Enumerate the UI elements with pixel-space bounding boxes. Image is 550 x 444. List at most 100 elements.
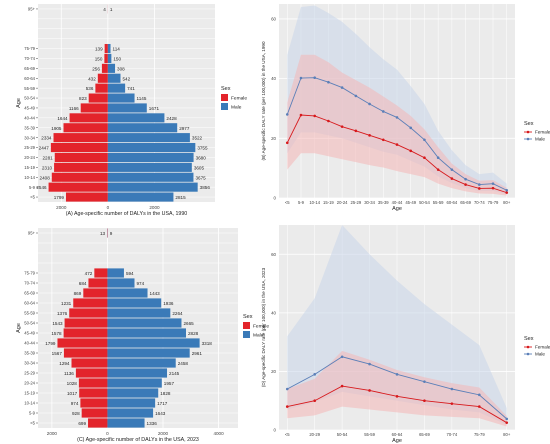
data-point-female — [381, 138, 385, 142]
data-point-female — [505, 421, 509, 424]
y-tick-label: 95+ — [28, 231, 36, 236]
bar-female — [57, 338, 108, 348]
bar-female — [65, 192, 108, 202]
y-tick-label: 75-79 — [24, 46, 35, 51]
data-label-male: 542 — [122, 76, 130, 81]
data-label-male: 1145 — [137, 96, 147, 101]
legend-title: Sex — [524, 336, 534, 342]
data-label-female: 1376 — [57, 311, 68, 316]
bar-female — [97, 73, 108, 83]
data-label-female: 1028 — [67, 381, 78, 386]
data-point-female — [450, 402, 454, 405]
data-label-female: 4 — [103, 7, 106, 12]
bar-male — [107, 113, 165, 123]
data-label-female: 2310 — [42, 165, 53, 170]
legend-swatch — [243, 331, 250, 338]
bar-female — [54, 152, 108, 163]
y-tick-label: 60 — [271, 17, 276, 22]
y-tick-label: 70-74 — [24, 56, 35, 61]
y-tick-label: 20 — [271, 369, 276, 374]
bar-male — [107, 43, 111, 54]
data-point-female — [368, 134, 371, 137]
bar-female — [69, 113, 108, 123]
data-point-male — [450, 387, 454, 391]
pyramid-panel-C: 699 1336 928 1643 974 1717 1017 1828 1028 1957 113… — [16, 228, 269, 443]
legend-key-point — [526, 345, 530, 349]
legend-title: Sex — [243, 314, 253, 320]
legend-title: Sex — [524, 121, 534, 127]
data-label-male: 1936 — [163, 301, 174, 306]
x-tick-label: 20-24 — [337, 200, 348, 205]
data-point-female — [285, 405, 289, 408]
data-label-male: 308 — [117, 66, 125, 71]
data-label-male: 2977 — [179, 126, 190, 131]
bar-female — [64, 318, 108, 328]
y-tick-label: 95+ — [28, 7, 36, 12]
legend-label: Male — [253, 333, 264, 339]
bar-male — [107, 408, 154, 418]
data-point-male — [491, 182, 495, 185]
panel-background — [38, 228, 238, 428]
data-point-male — [340, 86, 344, 89]
y-tick-label: 70-74 — [24, 281, 35, 286]
legend-label: Female — [253, 324, 269, 330]
x-tick-label: 55-59 — [364, 432, 375, 437]
bar-female — [63, 123, 108, 133]
x-tick-label: 50-54 — [337, 432, 348, 437]
x-tick-label: 10-14 — [309, 200, 320, 205]
bar-male — [107, 388, 159, 398]
x-tick-label: 75-79 — [488, 200, 499, 205]
bar-male — [107, 418, 145, 428]
y-tick-label: 50-54 — [24, 96, 35, 101]
bar-female — [53, 133, 108, 143]
y-tick-label: 60-64 — [24, 301, 35, 306]
bar-female — [78, 378, 108, 388]
bar-female — [80, 398, 108, 408]
data-point-male — [354, 94, 358, 98]
y-tick-label: 65-69 — [24, 291, 35, 296]
x-tick-label: 75-79 — [474, 432, 485, 437]
x-tick-label: 50-54 — [419, 200, 430, 205]
bar-male — [107, 93, 135, 103]
y-tick-label: 20-24 — [24, 381, 35, 386]
bar-male — [107, 123, 178, 133]
data-label-male: 3755 — [197, 146, 208, 151]
y-tick-label: 65-69 — [24, 66, 35, 71]
bar-female — [73, 298, 108, 308]
data-label-female: 928 — [72, 411, 80, 416]
x-tick-label: 80+ — [503, 432, 511, 437]
legend-label: Male — [535, 352, 545, 357]
x-tick-label: 65-69 — [419, 432, 430, 437]
data-point-male — [505, 188, 509, 192]
bar-male — [107, 53, 112, 64]
x-tick-label: 60-64 — [392, 432, 403, 437]
bar-male — [107, 162, 192, 172]
y-tick-label: 45-49 — [24, 106, 35, 111]
data-point-male — [395, 116, 399, 119]
panel-background — [38, 4, 215, 202]
x-tick-label: 2000 — [56, 205, 67, 210]
data-point-female — [340, 125, 344, 128]
x-tick-label: 2000 — [158, 431, 169, 436]
chart-caption: (C) Age-specific number of DALYs in the … — [77, 437, 199, 443]
bar-female — [83, 288, 108, 298]
x-tick-label: 2000 — [149, 205, 160, 210]
x-tick-label: 70-74 — [447, 432, 458, 437]
data-point-male — [436, 156, 440, 160]
data-point-male — [395, 373, 399, 376]
data-label-male: 3680 — [196, 155, 207, 160]
x-tick-label: 40-44 — [392, 200, 403, 205]
data-point-male — [505, 417, 509, 421]
pyramid-panel-A: 1799 2815 2546 3856 2408 3675 2310 3605 2281 3680… — [16, 4, 247, 217]
data-label-female: 1578 — [51, 331, 62, 336]
data-label-male: 2145 — [169, 371, 180, 376]
data-point-male — [299, 76, 303, 80]
data-label-male: 2961 — [192, 351, 203, 356]
bar-male — [107, 368, 168, 378]
data-label-female: 1905 — [51, 126, 62, 131]
data-point-male — [409, 126, 413, 130]
data-label-male: 741 — [127, 86, 135, 91]
data-label-male: 150 — [113, 56, 121, 61]
data-label-female: 432 — [88, 76, 96, 81]
y-tick-label: <5 — [30, 421, 35, 426]
